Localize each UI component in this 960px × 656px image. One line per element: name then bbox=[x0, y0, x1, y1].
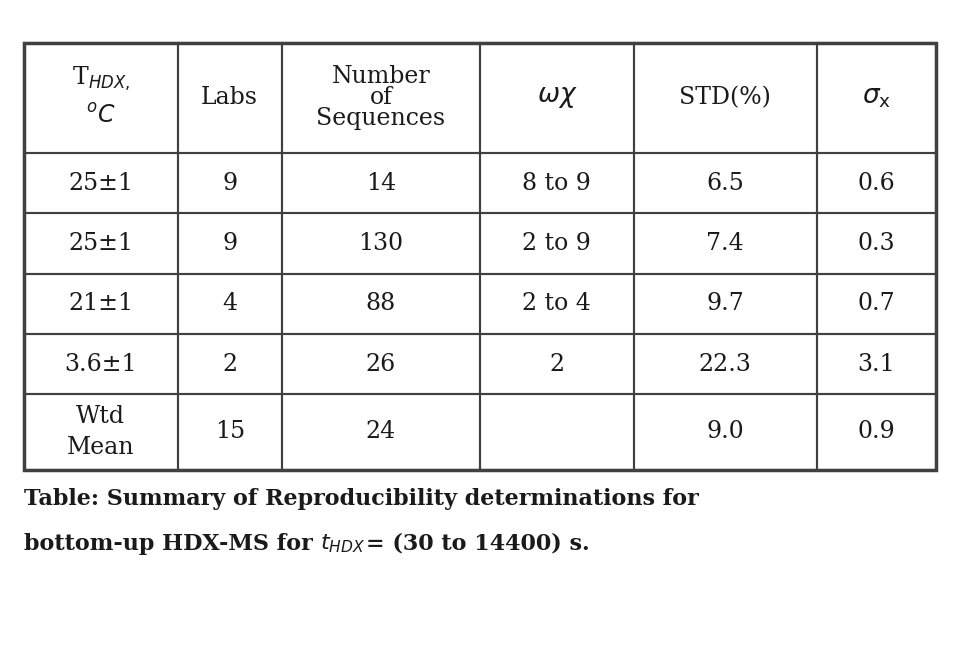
Text: 130: 130 bbox=[358, 232, 403, 255]
Bar bbox=[24, 274, 178, 334]
Text: 26: 26 bbox=[366, 352, 396, 376]
Bar bbox=[24, 153, 178, 213]
Text: 0.9: 0.9 bbox=[857, 420, 896, 443]
Bar bbox=[178, 334, 281, 394]
Text: 2: 2 bbox=[222, 352, 237, 376]
Text: 88: 88 bbox=[366, 292, 396, 316]
Bar bbox=[480, 153, 634, 213]
Text: 21±1: 21±1 bbox=[68, 292, 133, 316]
Text: $\it{^oC}$: $\it{^oC}$ bbox=[86, 104, 115, 128]
Text: $\mathit{t}_{\mathit{HDX}}$: $\mathit{t}_{\mathit{HDX}}$ bbox=[321, 533, 366, 555]
Bar bbox=[24, 43, 936, 470]
Text: Labs: Labs bbox=[202, 86, 258, 110]
Bar bbox=[281, 213, 480, 274]
Text: bottom-up HDX-MS for: bottom-up HDX-MS for bbox=[24, 533, 321, 555]
Bar bbox=[24, 334, 178, 394]
Bar bbox=[480, 274, 634, 334]
Text: 2 to 4: 2 to 4 bbox=[522, 292, 591, 316]
Text: Table: Summary of Reproducibility determinations for: Table: Summary of Reproducibility determ… bbox=[24, 488, 699, 510]
Bar bbox=[480, 334, 634, 394]
Text: of: of bbox=[370, 86, 393, 110]
Text: 15: 15 bbox=[215, 420, 245, 443]
Bar bbox=[281, 334, 480, 394]
Bar bbox=[634, 274, 817, 334]
Text: 9: 9 bbox=[222, 171, 237, 195]
Bar bbox=[634, 334, 817, 394]
Text: 4: 4 bbox=[222, 292, 237, 316]
Bar bbox=[817, 43, 936, 153]
Text: 2 to 9: 2 to 9 bbox=[522, 232, 591, 255]
Text: 25±1: 25±1 bbox=[68, 171, 133, 195]
Text: 0.6: 0.6 bbox=[857, 171, 896, 195]
Text: $\omega\chi$: $\omega\chi$ bbox=[537, 85, 577, 110]
Bar bbox=[281, 274, 480, 334]
Bar bbox=[634, 394, 817, 470]
Bar bbox=[480, 43, 634, 153]
Text: $\sigma_{\mathrm{x}}$: $\sigma_{\mathrm{x}}$ bbox=[862, 85, 891, 110]
Bar bbox=[634, 153, 817, 213]
Bar bbox=[24, 43, 178, 153]
Text: 8 to 9: 8 to 9 bbox=[522, 171, 591, 195]
Text: 3.1: 3.1 bbox=[857, 352, 896, 376]
Bar bbox=[817, 394, 936, 470]
Text: 25±1: 25±1 bbox=[68, 232, 133, 255]
Text: 0.3: 0.3 bbox=[857, 232, 896, 255]
Text: 9: 9 bbox=[222, 232, 237, 255]
Bar bbox=[817, 213, 936, 274]
Text: 2: 2 bbox=[549, 352, 564, 376]
Bar bbox=[480, 213, 634, 274]
Bar bbox=[281, 394, 480, 470]
Text: 24: 24 bbox=[366, 420, 396, 443]
Text: 22.3: 22.3 bbox=[699, 352, 752, 376]
Bar bbox=[817, 274, 936, 334]
Bar bbox=[178, 274, 281, 334]
Bar bbox=[178, 153, 281, 213]
Bar bbox=[634, 43, 817, 153]
Text: 9.7: 9.7 bbox=[707, 292, 744, 316]
Text: 9.0: 9.0 bbox=[707, 420, 744, 443]
Bar bbox=[281, 153, 480, 213]
Text: Sequences: Sequences bbox=[316, 107, 445, 131]
Text: 6.5: 6.5 bbox=[707, 171, 744, 195]
Bar bbox=[24, 394, 178, 470]
Bar bbox=[178, 394, 281, 470]
Text: Number: Number bbox=[331, 65, 430, 89]
Text: 0.7: 0.7 bbox=[857, 292, 896, 316]
Text: STD(%): STD(%) bbox=[680, 86, 771, 110]
Text: Wtd: Wtd bbox=[77, 405, 126, 428]
Bar bbox=[281, 43, 480, 153]
Text: 14: 14 bbox=[366, 171, 396, 195]
Bar bbox=[817, 334, 936, 394]
Text: 3.6±1: 3.6±1 bbox=[64, 352, 137, 376]
Bar bbox=[178, 43, 281, 153]
Text: 7.4: 7.4 bbox=[707, 232, 744, 255]
Text: T$_{\it{HDX,}}$: T$_{\it{HDX,}}$ bbox=[72, 66, 130, 93]
Text: = (30 to 14400) s.: = (30 to 14400) s. bbox=[366, 533, 589, 555]
Bar bbox=[178, 213, 281, 274]
Bar bbox=[24, 213, 178, 274]
Bar bbox=[817, 153, 936, 213]
Text: Mean: Mean bbox=[67, 436, 134, 459]
Bar bbox=[480, 394, 634, 470]
Bar bbox=[634, 213, 817, 274]
